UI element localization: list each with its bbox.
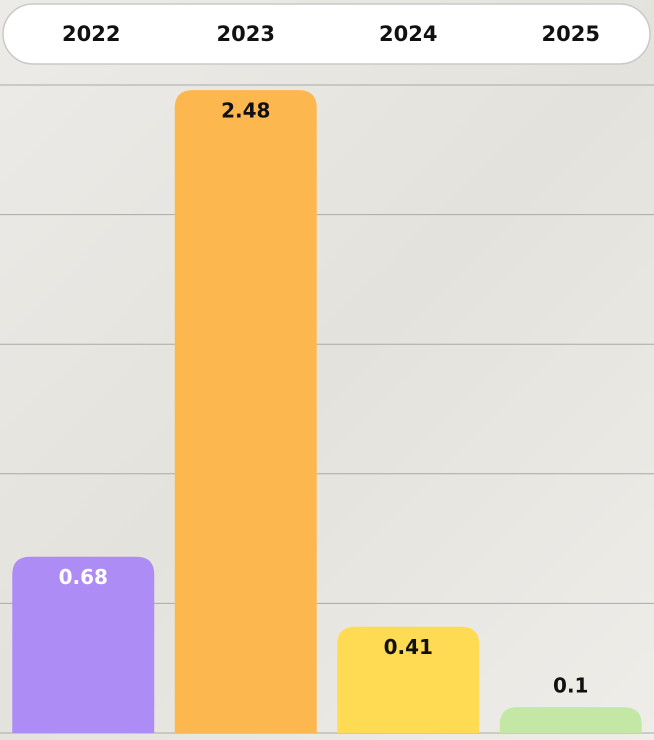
category-label: 2025 xyxy=(542,22,600,46)
value-label: 0.68 xyxy=(59,565,108,589)
category-label: 2023 xyxy=(217,22,275,46)
header-pill xyxy=(2,3,651,65)
category-label: 2022 xyxy=(62,22,120,46)
bar xyxy=(499,707,642,733)
bar xyxy=(174,90,317,733)
bar xyxy=(337,626,480,733)
category-label: 2024 xyxy=(379,22,437,46)
value-label: 2.48 xyxy=(221,99,270,123)
bar xyxy=(12,556,155,733)
value-label: 0.41 xyxy=(384,635,433,659)
value-label: 0.1 xyxy=(553,674,588,698)
